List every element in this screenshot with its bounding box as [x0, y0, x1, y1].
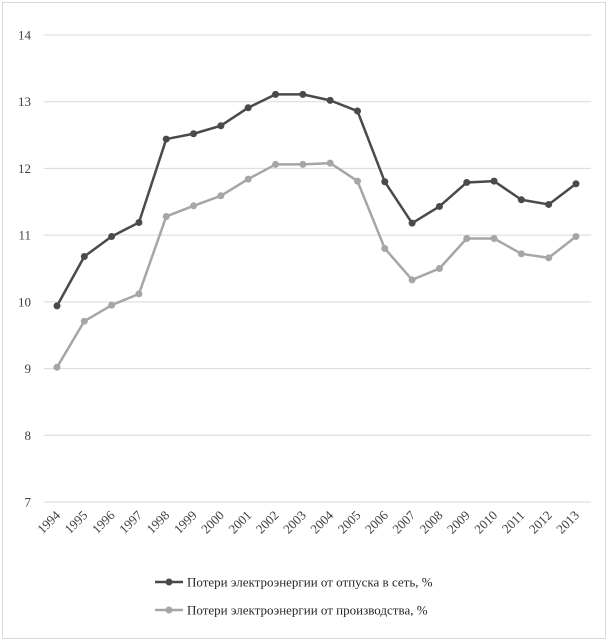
x-tick-label: 1999 — [171, 508, 200, 537]
x-tick-label: 2013 — [553, 508, 582, 537]
x-tick-label: 2004 — [307, 507, 336, 536]
data-point — [435, 265, 443, 272]
legend-marker — [165, 578, 173, 586]
x-tick-label: 2003 — [280, 508, 309, 537]
data-point — [80, 317, 88, 325]
y-tick-label: 11 — [18, 228, 31, 243]
x-tick-label: 2002 — [253, 508, 282, 537]
x-tick-label: 1997 — [116, 507, 145, 536]
legend-item-1: Потери электроэнергии от отпуска в сеть,… — [155, 575, 433, 590]
data-point — [108, 301, 116, 309]
data-point — [53, 302, 61, 310]
data-point — [135, 290, 143, 298]
series-2 — [53, 159, 580, 371]
data-point — [217, 192, 225, 200]
x-tick-label: 1996 — [89, 507, 118, 536]
data-point — [381, 178, 389, 186]
data-point — [190, 130, 198, 138]
data-point — [217, 122, 225, 130]
y-tick-label: 7 — [25, 495, 32, 510]
x-tick-label: 1995 — [61, 508, 90, 537]
y-tick-label: 14 — [18, 28, 32, 43]
series-line — [55, 93, 578, 308]
x-axis-ticks: 1994199519961997199819992000200120022003… — [34, 507, 582, 536]
data-point — [381, 244, 389, 252]
data-point — [272, 160, 280, 168]
data-point — [408, 219, 416, 227]
data-point — [463, 234, 471, 242]
legend: Потери электроэнергии от отпуска в сеть,… — [155, 575, 433, 618]
data-point — [272, 90, 280, 98]
data-point — [53, 363, 61, 371]
data-point — [490, 234, 498, 242]
data-point — [490, 177, 498, 185]
data-point — [353, 177, 361, 185]
x-tick-label: 2010 — [471, 508, 500, 537]
x-tick-label: 2009 — [444, 508, 473, 537]
y-axis-ticks: 7 8 9 10 11 12 13 14 — [18, 28, 32, 510]
data-point — [572, 180, 580, 188]
y-tick-label: 10 — [18, 294, 31, 309]
data-point — [326, 159, 334, 167]
data-point — [244, 104, 252, 112]
series-line — [55, 161, 578, 369]
data-point — [326, 96, 334, 104]
x-tick-label: 2001 — [225, 508, 254, 537]
y-tick-label: 13 — [18, 94, 31, 109]
x-tick-label: 1994 — [34, 507, 63, 536]
x-tick-label: 2005 — [335, 508, 364, 537]
y-tick-label: 12 — [18, 161, 31, 176]
x-tick-label: 1998 — [143, 508, 172, 537]
y-tick-label: 9 — [25, 361, 32, 376]
legend-label: Потери электроэнергии от производства, % — [187, 603, 428, 618]
series-group — [53, 90, 580, 371]
series-1 — [53, 90, 580, 310]
data-point — [353, 107, 361, 115]
data-point — [108, 232, 116, 240]
data-point — [299, 160, 307, 168]
x-tick-label: 2008 — [417, 508, 446, 537]
legend-item-2: Потери электроэнергии от производства, % — [155, 603, 428, 618]
data-point — [435, 202, 443, 210]
legend-label: Потери электроэнергии от отпуска в сеть,… — [187, 575, 433, 590]
data-point — [572, 232, 580, 240]
data-point — [408, 276, 416, 284]
data-point — [244, 175, 252, 183]
data-point — [162, 212, 170, 220]
x-tick-label: 2006 — [362, 507, 391, 536]
gridlines — [44, 34, 591, 503]
legend-marker — [165, 606, 173, 614]
x-tick-label: 2007 — [389, 507, 418, 536]
data-point — [299, 90, 307, 98]
data-point — [463, 178, 471, 186]
data-point — [162, 135, 170, 143]
data-point — [517, 196, 525, 204]
x-tick-label: 2012 — [526, 508, 555, 537]
x-tick-label: 2000 — [198, 508, 227, 537]
data-point — [517, 250, 525, 258]
data-point — [80, 252, 88, 260]
data-point — [135, 218, 143, 226]
data-point — [545, 200, 553, 208]
x-tick-label: 2011 — [499, 508, 528, 537]
data-point — [190, 202, 198, 210]
data-point — [545, 254, 553, 262]
y-tick-label: 8 — [25, 428, 32, 443]
